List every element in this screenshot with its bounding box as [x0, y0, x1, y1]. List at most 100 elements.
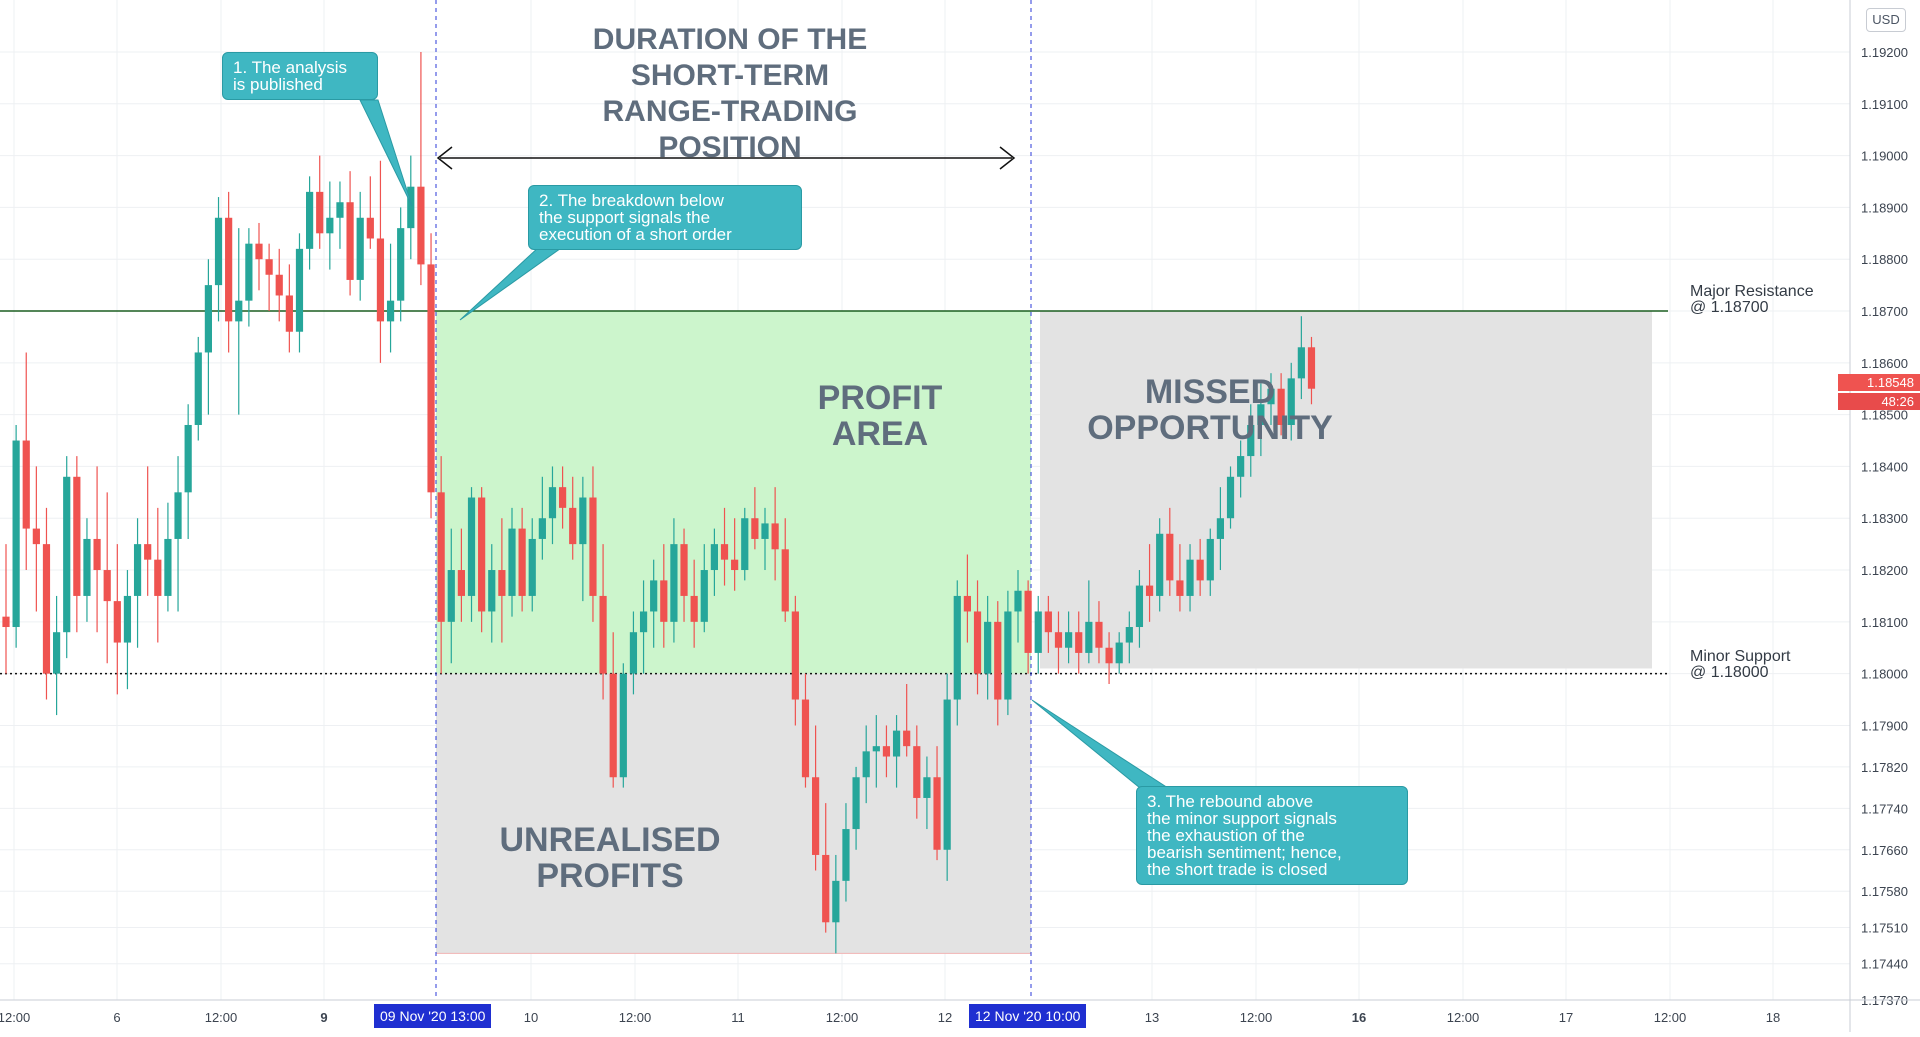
currency-badge[interactable]: USD: [1866, 8, 1906, 32]
candle-body: [538, 518, 546, 539]
candle-body: [204, 285, 212, 353]
candle-body: [498, 570, 506, 596]
zone-label-unrealised-profits: UNREALISED PROFITS: [499, 821, 721, 895]
y-tick-label: 1.17740: [1861, 801, 1908, 816]
candle-body: [83, 538, 91, 596]
candle-body: [225, 217, 233, 322]
candle-body: [994, 621, 1002, 700]
candle-body: [144, 544, 152, 560]
x-tick-label: 13: [1145, 1010, 1159, 1025]
candle-body: [1267, 388, 1275, 405]
candle-body: [1277, 388, 1285, 425]
candle-body: [670, 544, 678, 622]
candle-body: [1257, 404, 1265, 425]
candle-body: [306, 191, 314, 249]
candle-body: [913, 746, 921, 798]
candle-body: [1085, 621, 1093, 653]
x-tick-label: 10: [524, 1010, 538, 1025]
level-label-major-resistance: Major Resistance @ 1.18700: [1690, 283, 1814, 316]
candle-body: [1044, 611, 1052, 633]
candle-body: [812, 777, 820, 855]
candle-body: [316, 191, 324, 234]
candle-body: [1226, 476, 1235, 519]
candle-body: [619, 673, 627, 778]
candle-body: [1186, 559, 1194, 596]
candle-body: [1135, 585, 1144, 628]
candle-body: [741, 518, 749, 571]
candle-body: [113, 601, 121, 643]
time-marker-2[interactable]: 12 Nov '20 10:00: [969, 1004, 1087, 1028]
candle-body: [1196, 559, 1204, 581]
candle-body: [275, 274, 283, 296]
x-tick-label: 12:00: [1654, 1010, 1687, 1025]
candle-body: [862, 751, 870, 778]
level-label-minor-support: Minor Support @ 1.18000: [1690, 648, 1791, 681]
candle-body: [771, 523, 779, 550]
callout-pointer-3: [1031, 699, 1170, 789]
y-tick-label: 1.18900: [1861, 200, 1908, 215]
candle-body: [265, 259, 273, 275]
candle-body: [791, 611, 799, 700]
y-tick-label: 1.18700: [1861, 304, 1908, 319]
candle-body: [751, 518, 759, 539]
x-tick-label: 9: [320, 1010, 327, 1025]
candle-body: [1065, 632, 1073, 648]
y-tick-label: 1.17510: [1861, 920, 1908, 935]
candle-body: [235, 300, 243, 322]
candle-body: [872, 746, 880, 752]
candle-body: [397, 228, 405, 301]
candle-body: [660, 580, 668, 622]
candle-body: [720, 544, 729, 560]
candle-body: [214, 217, 223, 286]
candle-body: [478, 497, 486, 612]
candle-body: [295, 248, 304, 332]
candle-body: [1095, 621, 1103, 648]
y-tick-label: 1.18500: [1861, 408, 1908, 423]
candle-body: [1307, 347, 1316, 389]
callout-pointer-2: [459, 245, 566, 321]
y-tick-label: 1.17440: [1861, 957, 1908, 972]
candle-body: [417, 186, 425, 265]
x-tick-label: 12:00: [826, 1010, 859, 1025]
candle-body: [892, 730, 901, 757]
candle-body: [123, 595, 132, 643]
candle-body: [93, 538, 101, 571]
x-tick-label: 16: [1352, 1010, 1366, 1025]
zone-unrealised-profits: [436, 673, 1031, 954]
candle-body: [184, 424, 192, 493]
candle-body: [1024, 590, 1032, 653]
candle-body: [599, 595, 607, 674]
duration-title: DURATION OF THE SHORT-TERM RANGE-TRADING…: [592, 23, 868, 164]
time-marker-1[interactable]: 09 Nov '20 13:00: [374, 1004, 492, 1028]
candle-body: [336, 202, 344, 218]
candle-body: [1206, 538, 1214, 581]
levels: [0, 310, 1668, 675]
candle-body: [984, 621, 992, 674]
candle-body: [579, 497, 587, 545]
candle-body: [154, 559, 162, 596]
candle-body: [1216, 518, 1224, 539]
candle-body: [650, 580, 658, 612]
candle-body: [822, 854, 830, 923]
candle-body: [42, 544, 51, 674]
candle-body: [1075, 632, 1083, 653]
candle-body: [882, 746, 891, 757]
duration-arrow-head-right: [999, 146, 1016, 170]
candle-body: [569, 507, 577, 545]
y-tick-label: 1.19100: [1861, 97, 1908, 112]
time-marker-lines: [435, 0, 1032, 1000]
y-tick-label: 1.18000: [1861, 667, 1908, 682]
candle-body: [1145, 585, 1154, 596]
x-tick-label: 17: [1559, 1010, 1573, 1025]
candle-body: [923, 777, 931, 798]
candle-body: [963, 595, 971, 612]
candle-body: [427, 264, 435, 493]
candle-body: [761, 523, 769, 539]
candle-body: [943, 699, 951, 850]
candle-body: [852, 777, 860, 830]
candle-body: [285, 295, 293, 332]
y-tick-label: 1.19000: [1861, 149, 1908, 164]
candle-body: [508, 528, 516, 596]
